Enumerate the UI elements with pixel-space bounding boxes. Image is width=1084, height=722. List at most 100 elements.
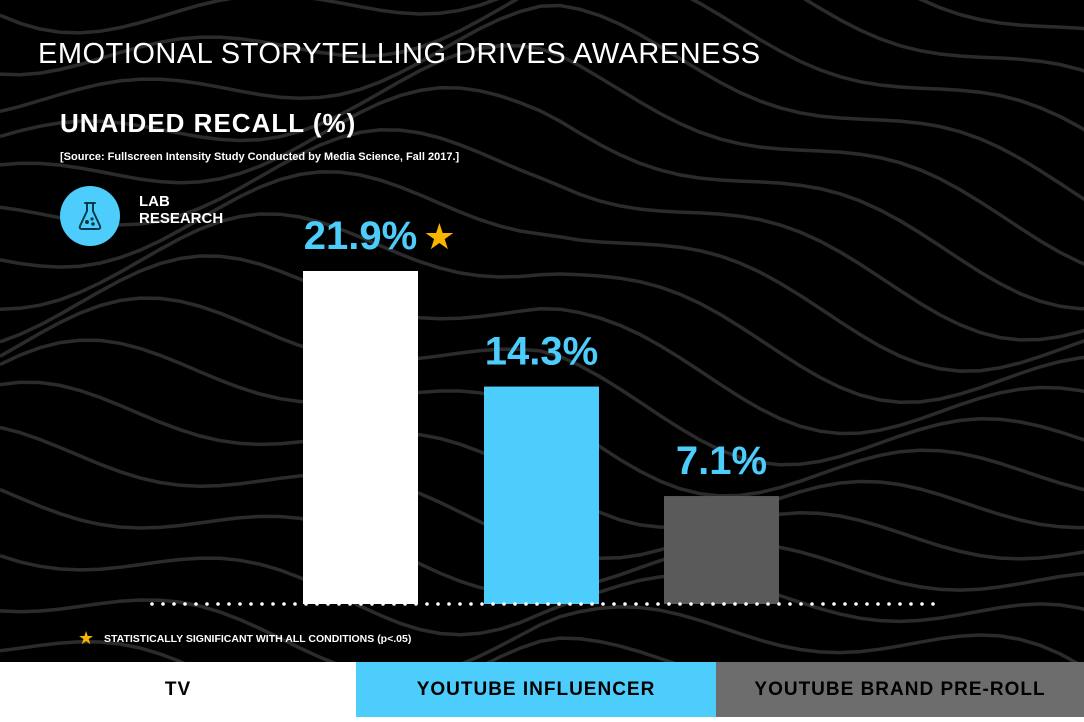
baseline-dot bbox=[161, 602, 165, 606]
source-note: [Source: Fullscreen Intensity Study Cond… bbox=[60, 151, 460, 163]
baseline-dot bbox=[590, 602, 594, 606]
baseline-dot bbox=[447, 602, 451, 606]
baseline-dot bbox=[667, 602, 671, 606]
baseline-dot bbox=[832, 602, 836, 606]
baseline-dot bbox=[502, 602, 506, 606]
significance-star-icon: ★ bbox=[423, 217, 455, 258]
baseline-dot bbox=[568, 602, 572, 606]
baseline-dot bbox=[810, 602, 814, 606]
baseline-dot bbox=[931, 602, 935, 606]
wave-line bbox=[0, 554, 1084, 637]
baseline-dot bbox=[821, 602, 825, 606]
baseline-dot bbox=[755, 602, 759, 606]
baseline-dot bbox=[381, 602, 385, 606]
category-label: YOUTUBE BRAND PRE-ROLL bbox=[716, 662, 1084, 717]
baseline-dot bbox=[612, 602, 616, 606]
baseline-dot bbox=[370, 602, 374, 606]
star-icon: ★ bbox=[78, 628, 95, 648]
badge-label-line1: LAB bbox=[139, 193, 170, 210]
wave-line bbox=[0, 212, 1084, 405]
bar-chart: 21.9% ★ 14.3% 7.1% bbox=[150, 214, 935, 606]
baseline-dot bbox=[348, 602, 352, 606]
baseline-dot bbox=[700, 602, 704, 606]
baseline-dot bbox=[436, 602, 440, 606]
baseline-dot bbox=[337, 602, 341, 606]
data-label: 14.3% bbox=[485, 330, 598, 374]
wave-line bbox=[0, 254, 1084, 436]
baseline-dot bbox=[788, 602, 792, 606]
baseline-dot bbox=[326, 602, 330, 606]
baseline-dot bbox=[414, 602, 418, 606]
baseline-dot bbox=[920, 602, 924, 606]
baseline-dot bbox=[876, 602, 880, 606]
wave-line bbox=[0, 0, 1084, 73]
baseline-dot bbox=[601, 602, 605, 606]
baseline-dot bbox=[678, 602, 682, 606]
baseline-dot bbox=[425, 602, 429, 606]
baseline-dot bbox=[722, 602, 726, 606]
bar bbox=[664, 496, 779, 604]
baseline-dot bbox=[623, 602, 627, 606]
wave-line bbox=[0, 44, 1084, 266]
baseline-dot bbox=[546, 602, 550, 606]
wave-line bbox=[0, 598, 1079, 662]
badge-label: LAB RESEARCH bbox=[139, 193, 223, 227]
baseline-dot bbox=[766, 602, 770, 606]
data-label: 7.1% bbox=[676, 439, 767, 483]
data-label: 21.9% bbox=[304, 214, 417, 258]
baseline-dot bbox=[458, 602, 462, 606]
baseline-dot bbox=[183, 602, 187, 606]
page-title: EMOTIONAL STORYTELLING DRIVES AWARENESS bbox=[38, 38, 761, 70]
baseline-dot bbox=[711, 602, 715, 606]
baseline-dot bbox=[359, 602, 363, 606]
baseline-dot bbox=[238, 602, 242, 606]
category-label: YOUTUBE INFLUENCER bbox=[356, 662, 716, 717]
bar bbox=[303, 271, 418, 604]
baseline-dot bbox=[205, 602, 209, 606]
baseline-dot bbox=[513, 602, 517, 606]
baseline-dot bbox=[909, 602, 913, 606]
baseline-dot bbox=[150, 602, 154, 606]
wave-line bbox=[0, 0, 1084, 132]
baseline-dot bbox=[865, 602, 869, 606]
baseline-dot bbox=[271, 602, 275, 606]
baseline-dot bbox=[304, 602, 308, 606]
wave-line bbox=[0, 86, 1084, 311]
baseline-dot bbox=[689, 602, 693, 606]
baseline-dot bbox=[293, 602, 297, 606]
baseline-dot bbox=[392, 602, 396, 606]
baseline-dot bbox=[645, 602, 649, 606]
bar bbox=[484, 386, 599, 604]
baseline-dot bbox=[656, 602, 660, 606]
baseline-dot bbox=[480, 602, 484, 606]
baseline-dot bbox=[315, 602, 319, 606]
baseline-dot bbox=[282, 602, 286, 606]
badge-label-line2: RESEARCH bbox=[139, 210, 224, 227]
baseline-dot bbox=[535, 602, 539, 606]
baseline-dot bbox=[887, 602, 891, 606]
baseline-dot bbox=[557, 602, 561, 606]
wave-line bbox=[0, 128, 1084, 342]
baseline-dot bbox=[898, 602, 902, 606]
wave-line bbox=[0, 3, 1084, 202]
wave-line bbox=[0, 170, 1084, 373]
baseline-dot bbox=[194, 602, 198, 606]
chart-subtitle: UNAIDED RECALL (%) bbox=[60, 108, 357, 138]
baseline-dot bbox=[172, 602, 176, 606]
baseline-dot bbox=[216, 602, 220, 606]
baseline-dot bbox=[524, 602, 528, 606]
baseline-dot bbox=[843, 602, 847, 606]
wave-line bbox=[0, 296, 1084, 467]
baseline-dot bbox=[260, 602, 264, 606]
baseline-dot bbox=[854, 602, 858, 606]
baseline-dot bbox=[249, 602, 253, 606]
category-label: TV bbox=[0, 662, 356, 717]
baseline-dot bbox=[799, 602, 803, 606]
baseline-dot bbox=[469, 602, 473, 606]
baseline-dot bbox=[227, 602, 231, 606]
baseline-dot bbox=[491, 602, 495, 606]
wave-line bbox=[0, 636, 677, 662]
flask-icon bbox=[78, 202, 102, 230]
baseline-dot bbox=[634, 602, 638, 606]
